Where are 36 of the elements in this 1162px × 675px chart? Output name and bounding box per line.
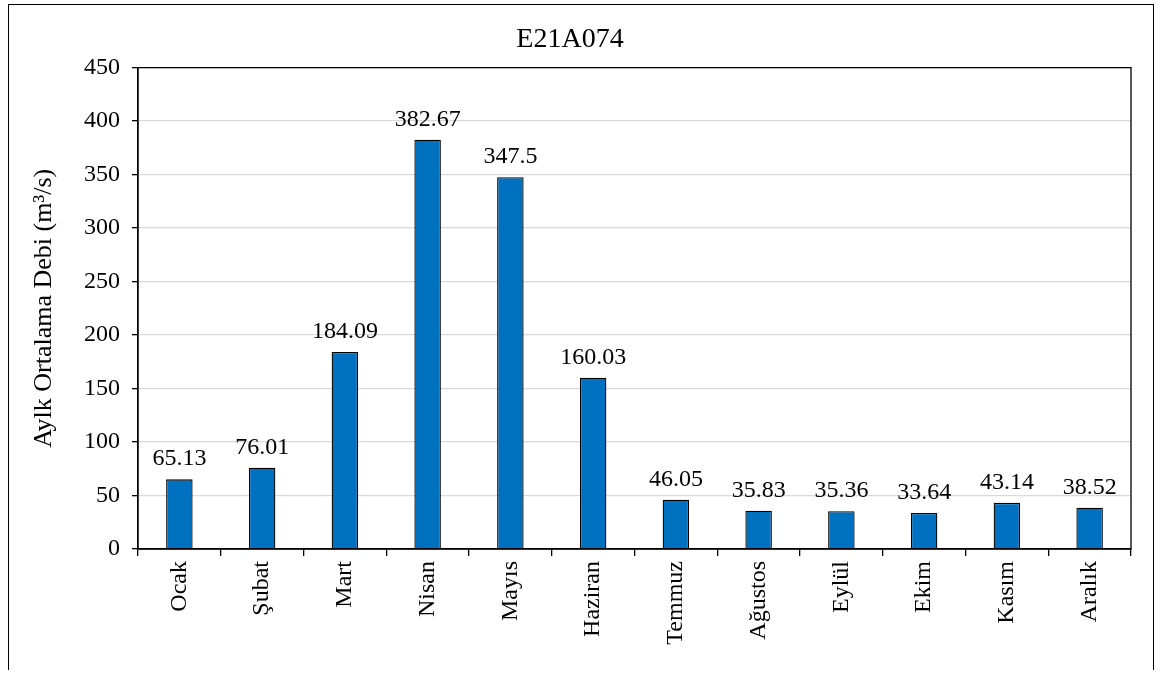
data-label: 184.09 bbox=[311, 317, 378, 344]
data-label: 35.83 bbox=[731, 475, 786, 502]
y-tick-label: 150 bbox=[84, 373, 120, 400]
data-label: 38.52 bbox=[1062, 472, 1117, 499]
x-tick-label: Aralık bbox=[1074, 561, 1101, 623]
data-label: 43.14 bbox=[979, 467, 1034, 494]
y-tick-label: 100 bbox=[84, 427, 120, 454]
y-tick-label: 50 bbox=[96, 480, 120, 507]
chart-title: E21A074 bbox=[516, 22, 624, 54]
y-tick-label: 450 bbox=[84, 52, 120, 79]
data-label: 46.05 bbox=[648, 464, 703, 491]
y-tick-label: 250 bbox=[84, 266, 120, 293]
data-label: 382.67 bbox=[394, 104, 461, 131]
data-label: 35.36 bbox=[814, 476, 869, 503]
x-tick-label: Haziran bbox=[578, 561, 605, 637]
x-tick-label: Temmuz bbox=[661, 561, 688, 645]
x-tick-label: Kasım bbox=[992, 560, 1019, 624]
y-axis-title: Aylk Ortalama Debi (m³/s) bbox=[28, 168, 58, 448]
data-label: 160.03 bbox=[560, 342, 627, 369]
x-tick-label: Ocak bbox=[164, 561, 191, 612]
x-tick-label: Ekim bbox=[909, 560, 936, 613]
x-tick-label: Nisan bbox=[412, 561, 439, 617]
y-tick-label: 200 bbox=[84, 320, 120, 347]
data-label: 347.5 bbox=[483, 142, 538, 169]
data-label: 65.13 bbox=[152, 444, 207, 471]
y-tick-label: 0 bbox=[108, 534, 120, 561]
y-tick-label: 300 bbox=[84, 213, 120, 240]
x-tick-label: Ağustos bbox=[743, 561, 770, 640]
x-tick-label: Eylül bbox=[826, 560, 853, 613]
data-label: 76.01 bbox=[235, 432, 290, 459]
data-label: 33.64 bbox=[897, 478, 952, 505]
x-tick-label: Şubat bbox=[247, 560, 274, 616]
y-tick-label: 400 bbox=[84, 106, 120, 133]
x-tick-label: Mayıs bbox=[495, 561, 522, 621]
x-tick-label: Mart bbox=[330, 560, 357, 608]
y-tick-label: 350 bbox=[84, 159, 120, 186]
